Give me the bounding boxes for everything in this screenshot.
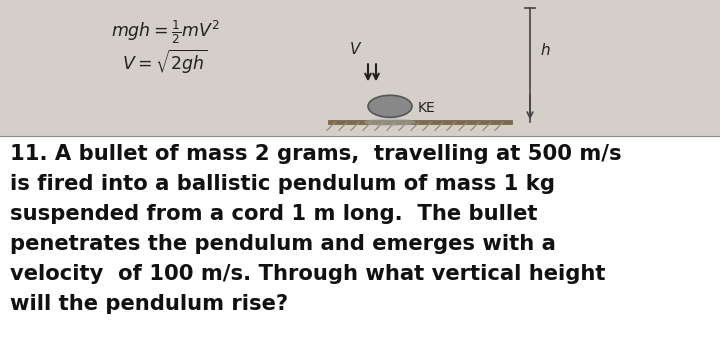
Text: velocity  of 100 m/s. Through what vertical height: velocity of 100 m/s. Through what vertic… bbox=[10, 264, 606, 284]
Text: 11. A bullet of mass 2 grams,  travelling at 500 m/s: 11. A bullet of mass 2 grams, travelling… bbox=[10, 144, 621, 164]
Text: suspended from a cord 1 m long.  The bullet: suspended from a cord 1 m long. The bull… bbox=[10, 204, 538, 224]
Ellipse shape bbox=[364, 118, 416, 126]
Text: h: h bbox=[540, 42, 549, 58]
Text: $mgh = \frac{1}{2}mV^2$: $mgh = \frac{1}{2}mV^2$ bbox=[111, 18, 220, 46]
Bar bbox=[0, 136, 720, 354]
Text: $V = \sqrt{2gh}$: $V = \sqrt{2gh}$ bbox=[122, 48, 208, 76]
Text: penetrates the pendulum and emerges with a: penetrates the pendulum and emerges with… bbox=[10, 234, 556, 254]
Text: V: V bbox=[350, 42, 360, 57]
Bar bbox=[0, 0, 720, 136]
Ellipse shape bbox=[368, 95, 412, 117]
Text: will the pendulum rise?: will the pendulum rise? bbox=[10, 294, 288, 314]
Text: KE: KE bbox=[418, 101, 436, 115]
Text: is fired into a ballistic pendulum of mass 1 kg: is fired into a ballistic pendulum of ma… bbox=[10, 174, 555, 194]
